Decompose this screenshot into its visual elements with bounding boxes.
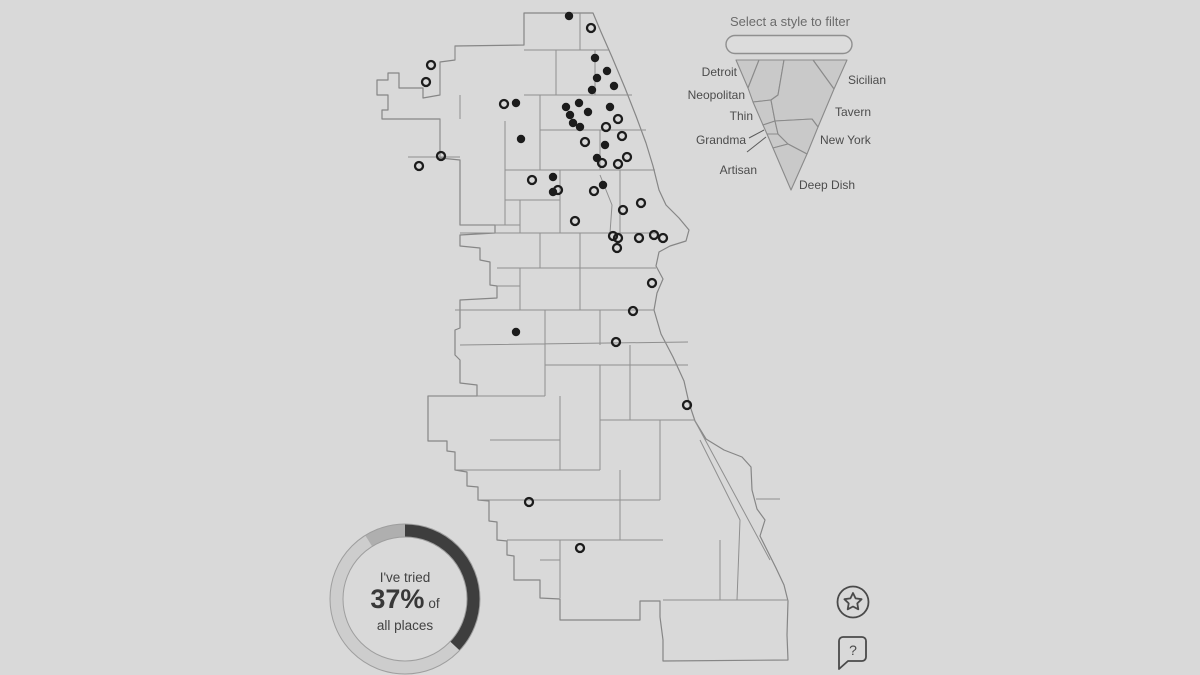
untried-place-dot[interactable] — [648, 229, 660, 241]
untried-place-dot[interactable] — [552, 184, 564, 196]
untried-place-dot[interactable] — [610, 336, 622, 348]
help-button[interactable]: ? — [838, 636, 867, 670]
untried-place-dot[interactable] — [413, 160, 425, 172]
place-dots — [413, 11, 693, 554]
tried-place-dot[interactable] — [511, 327, 521, 337]
donut-medium-segment — [365, 524, 406, 547]
untried-place-dot[interactable] — [681, 399, 693, 411]
untried-place-dot[interactable] — [616, 130, 628, 142]
untried-place-dot[interactable] — [425, 59, 437, 71]
untried-place-dot[interactable] — [600, 121, 612, 133]
tried-place-dot[interactable] — [602, 66, 612, 76]
tried-place-dot[interactable] — [548, 172, 558, 182]
tried-place-dot[interactable] — [583, 107, 593, 117]
chicago-map — [376, 11, 789, 662]
tried-place-dot[interactable] — [605, 102, 615, 112]
filter-crust-pill[interactable] — [725, 34, 853, 55]
label-thin: Thin — [730, 109, 753, 123]
style-filter-panel: Select a style to filter Detroit Sicilia… — [688, 14, 886, 192]
donut-progress-arc — [404, 524, 480, 651]
tried-place-dot[interactable] — [575, 122, 585, 132]
tried-place-dot[interactable] — [564, 11, 574, 21]
untried-place-dot[interactable] — [611, 242, 623, 254]
donut-of: of — [428, 596, 440, 611]
label-deep-dish: Deep Dish — [799, 178, 855, 192]
label-neopolitan: Neopolitan — [688, 88, 745, 102]
tried-place-dot[interactable] — [516, 134, 526, 144]
untried-place-dot[interactable] — [646, 277, 658, 289]
untried-place-dot[interactable] — [635, 197, 647, 209]
tried-place-dot[interactable] — [609, 81, 619, 91]
untried-place-dot[interactable] — [588, 185, 600, 197]
untried-place-dot[interactable] — [627, 305, 639, 317]
untried-place-dot[interactable] — [574, 542, 586, 554]
label-tavern: Tavern — [835, 105, 871, 119]
style-voronoi-triangle — [735, 59, 848, 191]
tried-place-dot[interactable] — [511, 98, 521, 108]
tried-place-dot[interactable] — [574, 98, 584, 108]
grandma-pointer-line — [748, 129, 765, 139]
label-sicilian: Sicilian — [848, 73, 886, 87]
label-grandma: Grandma — [696, 133, 746, 147]
tried-place-dot[interactable] — [565, 110, 575, 120]
progress-donut: I've tried 37% of all places — [329, 523, 481, 675]
donut-percent: 37% — [370, 584, 424, 614]
favorites-button[interactable] — [836, 585, 870, 619]
untried-place-dot[interactable] — [607, 230, 619, 242]
donut-line1: I've tried — [380, 570, 431, 585]
filter-title: Select a style to filter — [730, 14, 851, 29]
label-artisan: Artisan — [720, 163, 757, 177]
untried-place-dot[interactable] — [612, 158, 624, 170]
label-new-york: New York — [820, 133, 872, 147]
tried-place-dot[interactable] — [600, 140, 610, 150]
donut-inner-edge — [342, 536, 468, 662]
community-area-boundaries — [408, 13, 787, 601]
untried-place-dot[interactable] — [420, 76, 432, 88]
city-outline — [376, 12, 789, 662]
label-detroit: Detroit — [702, 65, 738, 79]
untried-place-dot[interactable] — [621, 151, 633, 163]
untried-place-dot[interactable] — [596, 157, 608, 169]
untried-place-dot[interactable] — [579, 136, 591, 148]
untried-place-dot[interactable] — [569, 215, 581, 227]
artisan-pointer-line — [746, 136, 767, 153]
tried-place-dot[interactable] — [598, 180, 608, 190]
tried-place-dot[interactable] — [561, 102, 571, 112]
untried-place-dot[interactable] — [523, 496, 535, 508]
star-icon-glyph — [843, 592, 863, 611]
star-icon — [836, 585, 870, 619]
untried-place-dot[interactable] — [617, 204, 629, 216]
cell-deep-dish[interactable] — [772, 143, 808, 191]
untried-place-dot[interactable] — [612, 113, 624, 125]
tried-place-dot[interactable] — [568, 118, 578, 128]
help-bubble-icon — [838, 636, 867, 670]
untried-place-dot[interactable] — [657, 232, 669, 244]
donut-line2: 37% of — [370, 584, 440, 614]
untried-place-dot[interactable] — [435, 150, 447, 162]
tried-place-dot[interactable] — [590, 53, 600, 63]
untried-place-dot[interactable] — [585, 22, 597, 34]
untried-place-dot[interactable] — [498, 98, 510, 110]
donut-outer-edge — [329, 523, 481, 675]
tried-place-dot[interactable] — [592, 73, 602, 83]
tried-place-dot[interactable] — [587, 85, 597, 95]
untried-place-dot[interactable] — [526, 174, 538, 186]
untried-place-dot[interactable] — [612, 232, 624, 244]
help-question-glyph: ? — [849, 642, 857, 658]
donut-line3: all places — [377, 618, 434, 633]
untried-place-dot[interactable] — [633, 232, 645, 244]
